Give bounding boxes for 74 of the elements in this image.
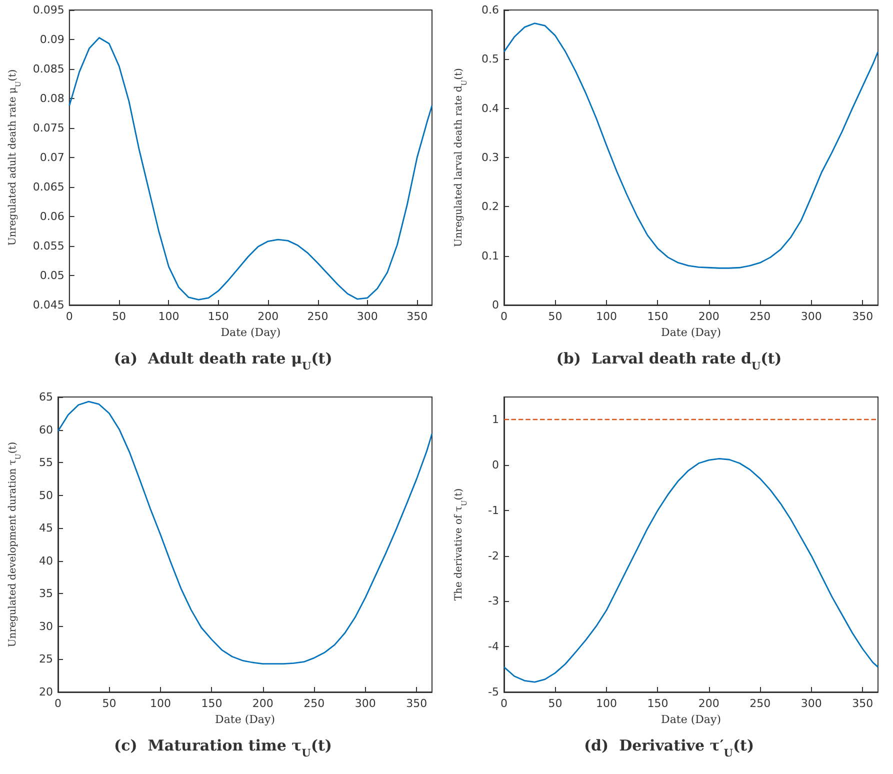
y-tick-label: 55	[39, 456, 53, 470]
y-tick-label: 30	[39, 620, 53, 633]
y-tick-label: 0.08	[40, 92, 64, 105]
x-tick-label: 300	[800, 310, 822, 323]
x-tick-label: 300	[800, 697, 822, 710]
line-series	[57, 400, 433, 665]
y-tick-label: -4	[488, 640, 499, 654]
x-axis-title: Date (Day)	[661, 326, 721, 339]
x-tick-label: 200	[252, 697, 274, 710]
x-tick-label: 350	[406, 310, 428, 323]
x-tick-label: 200	[698, 310, 720, 323]
y-tick-label: 40	[39, 554, 53, 568]
x-axis-title: Date (Day)	[220, 326, 281, 339]
y-tick-label: 50	[39, 488, 53, 502]
y-tick-label: -3	[488, 594, 499, 608]
x-tick-label: 250	[750, 697, 771, 710]
y-tick-label: 0.07	[40, 151, 64, 164]
y-tick-label: 0.085	[32, 62, 64, 76]
y-tick-label: 0.5	[482, 52, 499, 66]
line-series	[503, 22, 879, 269]
x-axis-title: Date (Day)	[661, 712, 721, 726]
y-tick-label: -5	[488, 686, 499, 698]
y-tick-label: 0.095	[32, 4, 64, 16]
x-tick-label: 50	[112, 310, 126, 323]
x-tick-label: 150	[647, 310, 668, 323]
y-tick-label: 0.4	[482, 102, 499, 115]
x-tick-label: 300	[354, 697, 376, 710]
x-tick-label: 200	[258, 310, 279, 323]
y-tick-label: 0.045	[32, 298, 64, 312]
x-tick-label: 0	[500, 310, 508, 323]
y-tick-label: 25	[39, 652, 53, 666]
y-tick-label: -1	[488, 504, 499, 517]
x-tick-label: 100	[596, 697, 617, 710]
x-tick-label: 100	[596, 310, 617, 323]
y-tick-label: 0.2	[482, 200, 499, 214]
y-tick-label: 0.05	[40, 269, 64, 282]
y-tick-label: 0.1	[482, 249, 499, 262]
x-tick-label: 250	[307, 310, 328, 323]
x-tick-label: 150	[208, 310, 229, 323]
y-tick-label: 0.6	[482, 4, 499, 16]
x-tick-label: 250	[750, 310, 771, 323]
line-series	[503, 458, 879, 683]
y-tick-label: 65	[39, 390, 53, 404]
x-tick-label: 50	[548, 697, 562, 710]
x-tick-label: 350	[852, 697, 874, 710]
x-tick-label: 0	[66, 310, 73, 323]
y-tick-label: 1	[492, 413, 499, 426]
y-tick-label: 60	[39, 423, 53, 436]
x-tick-label: 0	[500, 697, 508, 710]
y-tick-label: -2	[488, 549, 499, 562]
y-tick-label: 0.075	[32, 122, 64, 134]
x-tick-label: 50	[102, 697, 116, 710]
x-tick-label: 350	[406, 697, 428, 710]
x-axis-title: Date (Day)	[215, 712, 275, 726]
y-tick-label: 45	[39, 522, 53, 535]
y-tick-label: 20	[39, 686, 53, 698]
x-tick-label: 350	[852, 310, 874, 323]
x-tick-label: 300	[356, 310, 378, 323]
y-tick-label: 35	[39, 587, 53, 600]
y-tick-label: 0.09	[40, 33, 64, 46]
y-tick-label: 0.055	[32, 240, 64, 252]
y-tick-label: 0.06	[40, 210, 64, 223]
x-tick-label: 250	[304, 697, 325, 710]
x-tick-label: 150	[201, 697, 222, 710]
y-tick-label: 0.3	[482, 151, 499, 164]
y-tick-label: 0	[492, 458, 499, 472]
x-tick-label: 150	[647, 697, 668, 710]
x-tick-label: 50	[548, 310, 562, 323]
x-tick-label: 100	[150, 697, 171, 710]
x-tick-label: 200	[698, 697, 720, 710]
line-series	[68, 37, 433, 300]
x-tick-label: 100	[158, 310, 180, 323]
y-tick-label: 0	[492, 298, 499, 312]
y-tick-label: 0.065	[32, 180, 64, 194]
